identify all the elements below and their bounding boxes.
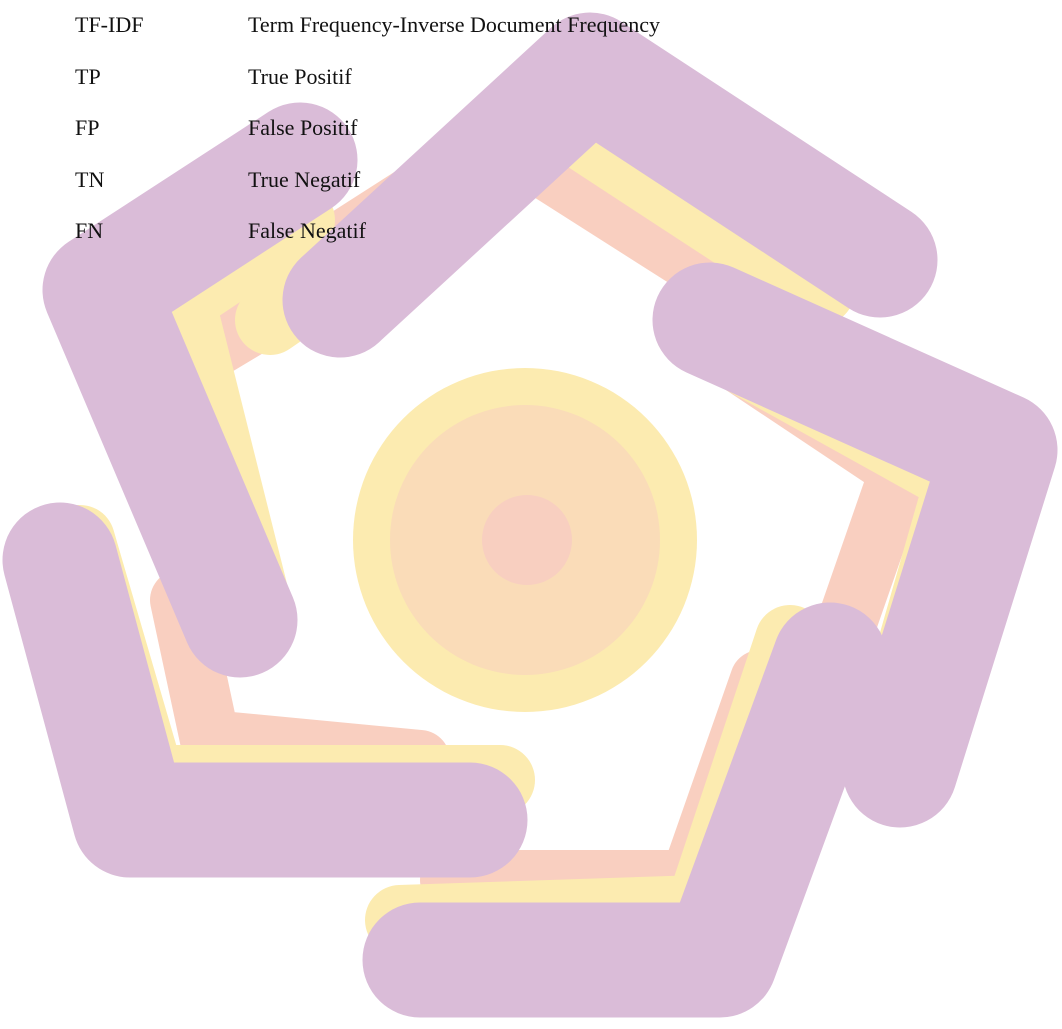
abbreviation-meaning: True Positif: [248, 62, 352, 92]
abbreviation-meaning: Term Frequency-Inverse Document Frequenc…: [248, 10, 660, 40]
abbreviation-meaning: False Negatif: [248, 216, 366, 246]
abbreviation: FN: [75, 216, 103, 246]
abbreviation-meaning: True Negatif: [248, 165, 360, 195]
abbreviation-meaning: False Positif: [248, 113, 357, 143]
abbreviation: TF-IDF: [75, 10, 143, 40]
abbreviation: FP: [75, 113, 99, 143]
watermark-logo: [0, 0, 1062, 1029]
page: TF-IDF Term Frequency-Inverse Document Fr…: [0, 0, 1062, 1029]
abbreviation: TP: [75, 62, 101, 92]
logo-circle-inner: [482, 495, 572, 585]
abbreviation: TN: [75, 165, 104, 195]
